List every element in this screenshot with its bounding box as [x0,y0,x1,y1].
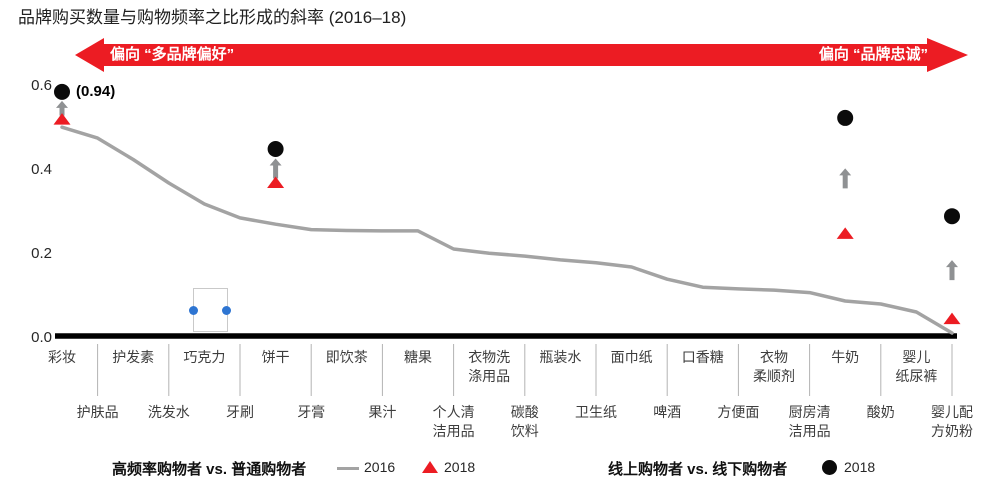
marker-2018-circle [267,141,284,157]
x-axis-label: 牙膏 [297,404,326,420]
x-axis-label: 护肤品 [76,404,119,420]
x-axis-label: 彩妆 [48,349,76,365]
legend-left-title: 高频率购物者 vs. 普通购物者 [112,461,307,478]
banner-arrowhead-left-icon [75,38,104,72]
legend-right-title: 线上购物者 vs. 线下购物者 [608,461,788,478]
x-axis-label: 卫生纸 [575,404,617,420]
x-axis-label: 婴儿 纸尿裤 [895,349,938,384]
black-circle-swatch-icon [822,460,837,475]
legend-line-label: 2016 [364,459,396,475]
increase-arrow-icon [839,168,852,189]
x-axis-label: 即饮茶 [325,349,368,365]
x-axis-label: 饼干 [261,349,290,365]
marker-2018-circle [837,109,854,126]
legend-triangle-label: 2018 [444,459,476,475]
x-axis-label: 婴儿配 方奶粉 [931,404,973,439]
increase-arrow-icon [269,158,282,179]
line-series-2016 [60,125,954,335]
legend: 高频率购物者 vs. 普通购物者 2016 2018 线上购物者 vs. 线下购… [0,452,1000,486]
banner-body [103,44,927,66]
banner-label-right: 偏向 “品牌忠诚” [818,46,928,63]
x-axis-label: 果汁 [368,404,397,420]
x-axis-label: 个人清 洁用品 [432,404,475,439]
x-axis-label: 厨房清 洁用品 [788,404,831,439]
x-axis-label: 酸奶 [866,404,895,420]
y-axis-label: 0.0 [31,329,52,346]
marker-2018-circle [944,208,960,225]
x-axis-label: 护发素 [112,349,155,365]
y-axis-label: 0.6 [31,77,52,94]
x-axis-label: 洗发水 [147,404,190,420]
selection-handle-right[interactable] [222,306,231,315]
y-axis-label: 0.2 [31,245,52,262]
y-axis-label: 0.4 [31,161,52,178]
x-axis-label: 牛奶 [831,349,860,365]
x-axis-label: 啤酒 [653,404,682,420]
marker-2018-triangle [836,227,854,239]
banner-label-left: 偏向 “多品牌偏好” [110,46,235,63]
page-title: 品牌购买数量与购物频率之比形成的斜率 (2016–18) [18,8,407,27]
x-axis-label: 瓶装水 [539,349,582,365]
x-axis-label: 衣物 柔顺剂 [753,349,795,384]
x-axis-label: 口香糖 [681,349,724,365]
x-axis-label: 碳酸 饮料 [510,404,539,439]
marker-2018-circle [54,83,70,100]
x-axis-label: 面巾纸 [610,349,653,365]
selection-handle-left[interactable] [189,306,198,315]
marker-2018-triangle [53,113,71,125]
increase-arrow-icon [946,260,958,281]
increase-arrow-icon [56,100,68,116]
x-axis-label: 衣物洗 涤用品 [468,349,511,384]
x-axis-label: 糖果 [404,349,432,365]
x-axis-label: 巧克力 [183,349,226,365]
legend-circle-label: 2018 [844,459,876,475]
marker-2018-triangle [943,312,961,325]
x-axis-label: 牙刷 [226,404,254,420]
red-triangle-swatch-icon [422,461,438,473]
marker-2018-triangle [267,176,285,189]
data-point-annotation: (0.94) [76,83,116,100]
x-axis-label: 方便面 [717,404,760,420]
gray-line-swatch-icon [337,467,359,470]
banner-arrowhead-right-icon [927,38,968,72]
